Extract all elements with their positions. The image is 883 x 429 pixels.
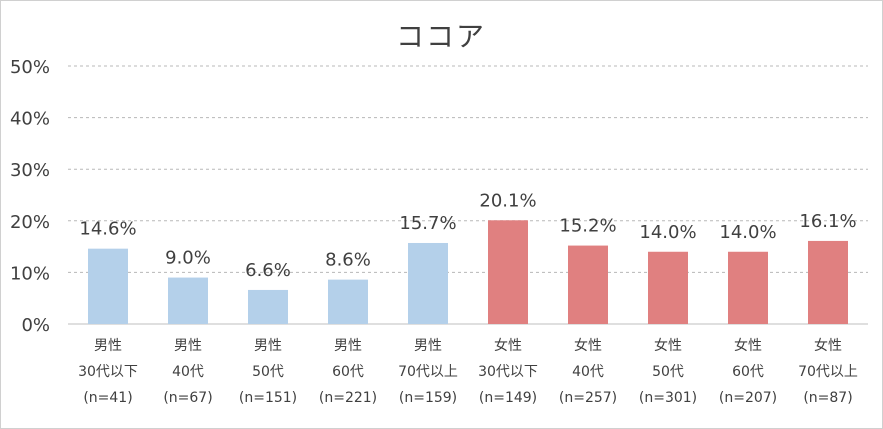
x-category-label: (n=149) [479,390,537,406]
x-category-label: 30代以下 [78,364,138,380]
x-category-label: 50代 [652,364,684,380]
data-label: 20.1% [479,190,536,211]
data-labels: 14.6% 9.0% 6.6% 8.6% 15.7% 20.1% 15.2% 14.0% 14.… [79,190,856,281]
y-tick-label: 30% [10,160,50,181]
y-axis-ticks: 0% 10% 20% 30% 40% 50% [10,57,50,336]
x-category-label: 男性 [414,338,442,354]
x-category-label: 女性 [574,337,602,354]
data-label: 14.6% [79,219,136,240]
x-category-label: 男性 [254,338,282,354]
x-category-label: (n=207) [719,390,777,406]
bar-female [488,220,528,324]
bar-male [168,277,208,324]
y-tick-label: 50% [10,57,50,78]
data-label: 15.7% [399,213,456,234]
x-category-label: 男性 [94,338,122,354]
bar-male [248,289,288,324]
data-label: 16.1% [799,211,856,232]
bar-female [808,240,848,324]
y-tick-label: 20% [10,212,50,233]
x-category-label: (n=159) [399,390,457,406]
data-label: 15.2% [559,216,616,237]
bar-male [408,242,448,324]
x-category-label: 女性 [814,337,842,354]
x-category-label: (n=301) [639,390,697,406]
y-tick-label: 40% [10,109,50,130]
x-category-label: 70代以上 [798,364,858,380]
x-category-label: (n=221) [319,390,377,406]
x-category-label: 40代 [572,364,604,380]
data-label: 9.0% [165,248,211,269]
x-axis-labels: 男性 30代以下 (n=41) 男性 40代 (n=67) 男性 50代 (n=151) 男性 60… [78,337,858,406]
x-category-label: 女性 [494,337,522,354]
x-category-label: 男性 [334,338,362,354]
y-tick-label: 0% [21,315,50,336]
bar-male [88,248,128,324]
x-category-label: 40代 [172,364,204,380]
data-label: 8.6% [325,250,371,271]
data-label: 6.6% [245,260,291,281]
x-category-label: 女性 [734,337,762,354]
x-category-label: (n=257) [559,390,617,406]
y-tick-label: 10% [10,263,50,284]
x-category-label: 男性 [174,338,202,354]
bar-male [328,279,368,324]
chart-title: ココア [396,20,486,53]
bar-female [568,245,608,324]
bar-female [648,251,688,324]
x-category-label: 50代 [252,364,284,380]
x-category-label: (n=151) [239,390,297,406]
x-category-label: (n=41) [83,390,132,406]
bars [88,220,848,324]
data-label: 14.0% [639,222,696,243]
x-category-label: (n=67) [163,390,212,406]
x-category-label: 60代 [332,364,364,380]
data-label: 14.0% [719,222,776,243]
x-category-label: 30代以下 [478,364,538,380]
x-category-label: 70代以上 [398,364,458,380]
x-category-label: 女性 [654,337,682,354]
bar-female [728,251,768,324]
x-category-label: 60代 [732,364,764,380]
x-category-label: (n=87) [803,390,852,406]
